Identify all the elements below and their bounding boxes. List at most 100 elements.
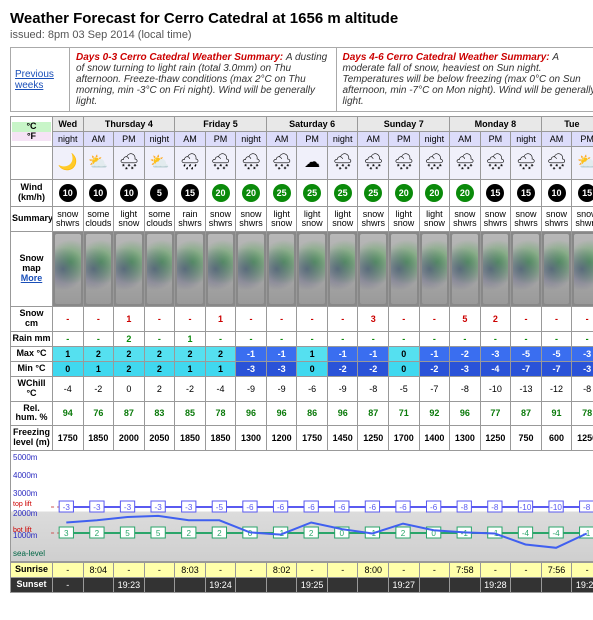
svg-text:-3: -3 <box>155 503 163 512</box>
snowmap-cell[interactable] <box>419 232 450 307</box>
weather-icon: ⛅ <box>149 154 169 171</box>
snowmap-cell[interactable] <box>53 232 84 307</box>
row-fl-cell: 1450 <box>327 426 358 451</box>
summary-cell: some clouds <box>144 207 175 232</box>
row-minc-cell: 1 <box>205 361 236 376</box>
summary-cell: light snow <box>114 207 145 232</box>
row-wchill: WChill °C <box>11 376 53 401</box>
summary-cell: some clouds <box>83 207 114 232</box>
row-maxc-cell: -3 <box>480 346 511 361</box>
snowmap-cell[interactable] <box>266 232 297 307</box>
row-snowcm-cell: - <box>236 307 267 332</box>
snowmap-cell[interactable] <box>83 232 114 307</box>
row-fl-cell: 1400 <box>419 426 450 451</box>
row-rainmm-cell: - <box>266 331 297 346</box>
row-maxc-cell: -3 <box>572 346 593 361</box>
wx-cell: ⛅ <box>83 147 114 180</box>
period-header: PM <box>297 132 328 147</box>
period-header: night <box>419 132 450 147</box>
wind-badge: 20 <box>425 184 443 202</box>
sunrise-cell: - <box>327 563 358 578</box>
row-maxc-cell: 2 <box>114 346 145 361</box>
wind-cell: 10 <box>53 180 84 207</box>
summary-cell: rain shwrs <box>175 207 206 232</box>
row-rainmm-cell: - <box>480 331 511 346</box>
snowmap-cell[interactable] <box>358 232 389 307</box>
unit-toggle[interactable]: °C°F <box>11 117 53 147</box>
snowmap-cell[interactable] <box>389 232 420 307</box>
row-rh-cell: 85 <box>175 401 206 426</box>
row-minc-cell: -3 <box>450 361 481 376</box>
row-snowcm-cell: - <box>327 307 358 332</box>
row-wchill-cell: -8 <box>358 376 389 401</box>
wind-badge: 10 <box>59 184 77 202</box>
summary-days-4-6: Days 4-6 Cerro Catedral Weather Summary:… <box>336 48 593 111</box>
snowmap-cell[interactable] <box>327 232 358 307</box>
snowmap-cell[interactable] <box>541 232 572 307</box>
weather-icon: 🌨 <box>394 154 414 171</box>
wind-cell: 20 <box>419 180 450 207</box>
row-minc-cell: 0 <box>389 361 420 376</box>
svg-text:-10: -10 <box>550 503 562 512</box>
unit-fahrenheit[interactable]: °F <box>12 132 51 142</box>
weather-icon: 🌨 <box>546 154 566 171</box>
row-fl-cell: 1750 <box>297 426 328 451</box>
snowmap-cell[interactable] <box>572 232 593 307</box>
summary-cell: light snow <box>327 207 358 232</box>
summary-cell: snow shwrs <box>53 207 84 232</box>
row-wchill-cell: -5 <box>389 376 420 401</box>
svg-text:2: 2 <box>309 529 314 538</box>
sunrise-cell: - <box>144 563 175 578</box>
svg-text:2: 2 <box>401 529 406 538</box>
wind-badge: 20 <box>242 184 260 202</box>
row-rainmm-cell: - <box>511 331 542 346</box>
weather-icon: 🌨 <box>210 154 230 171</box>
wind-badge: 10 <box>89 184 107 202</box>
row-wchill-cell: -4 <box>205 376 236 401</box>
snowmap-cell[interactable] <box>297 232 328 307</box>
snowmap-cell[interactable] <box>236 232 267 307</box>
wx-cell: 🌨 <box>419 147 450 180</box>
row-wind-label: Wind (km/h) <box>11 180 53 207</box>
svg-text:0: 0 <box>340 529 345 538</box>
snowmap-cell[interactable] <box>114 232 145 307</box>
row-fl-cell: 1200 <box>266 426 297 451</box>
row-fl-cell: 750 <box>511 426 542 451</box>
chart-bot-lift-label: bot lift <box>13 527 32 534</box>
row-snowcm-cell: 5 <box>450 307 481 332</box>
svg-text:2: 2 <box>95 529 100 538</box>
snowmap-more-link[interactable]: More <box>21 273 43 283</box>
row-maxc-cell: -1 <box>266 346 297 361</box>
snowmap-cell[interactable] <box>480 232 511 307</box>
weather-icon: ⛅ <box>88 154 108 171</box>
wind-cell: 20 <box>236 180 267 207</box>
day-header: Thursday 4 <box>83 117 175 132</box>
chart-y-5000: 5000m <box>13 453 37 462</box>
weather-icon: 🌨 <box>485 154 505 171</box>
day-header: Sunday 7 <box>358 117 450 132</box>
row-maxc-cell: 2 <box>144 346 175 361</box>
sunrise-cell: - <box>205 563 236 578</box>
row-fl-cell: 1750 <box>53 426 84 451</box>
wx-cell: 🌨 <box>511 147 542 180</box>
snowmap-cell[interactable] <box>511 232 542 307</box>
sunset-cell <box>450 578 481 593</box>
row-maxc-cell: -5 <box>511 346 542 361</box>
snowmap-cell[interactable] <box>205 232 236 307</box>
svg-text:-10: -10 <box>520 503 532 512</box>
weather-icon: 🌨 <box>333 154 353 171</box>
snowmap-cell[interactable] <box>144 232 175 307</box>
sunset-cell <box>511 578 542 593</box>
period-header: AM <box>83 132 114 147</box>
snowmap-cell[interactable] <box>450 232 481 307</box>
period-header: night <box>511 132 542 147</box>
svg-text:-3: -3 <box>63 503 71 512</box>
wx-cell: 🌨 <box>480 147 511 180</box>
snowmap-cell[interactable] <box>175 232 206 307</box>
period-header: night <box>236 132 267 147</box>
wind-badge: 20 <box>456 184 474 202</box>
svg-text:3: 3 <box>64 529 69 538</box>
previous-weeks-link[interactable]: Previous weeks <box>11 48 70 111</box>
row-wchill-cell: 0 <box>114 376 145 401</box>
row-rh-cell: 92 <box>419 401 450 426</box>
